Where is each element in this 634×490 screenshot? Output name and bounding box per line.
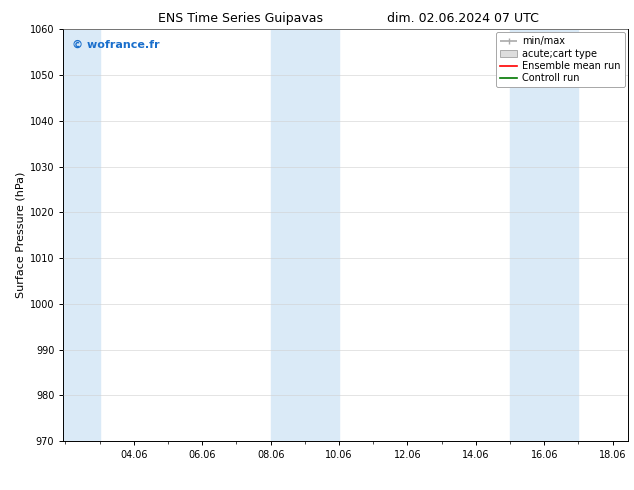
Y-axis label: Surface Pressure (hPa): Surface Pressure (hPa) — [16, 172, 25, 298]
Legend: min/max, acute;cart type, Ensemble mean run, Controll run: min/max, acute;cart type, Ensemble mean … — [496, 32, 624, 87]
Text: dim. 02.06.2024 07 UTC: dim. 02.06.2024 07 UTC — [387, 12, 539, 25]
Bar — [271, 29, 339, 441]
Bar — [510, 29, 578, 441]
Bar — [63, 29, 100, 441]
Text: © wofrance.fr: © wofrance.fr — [72, 40, 160, 49]
Text: ENS Time Series Guipavas: ENS Time Series Guipavas — [158, 12, 323, 25]
